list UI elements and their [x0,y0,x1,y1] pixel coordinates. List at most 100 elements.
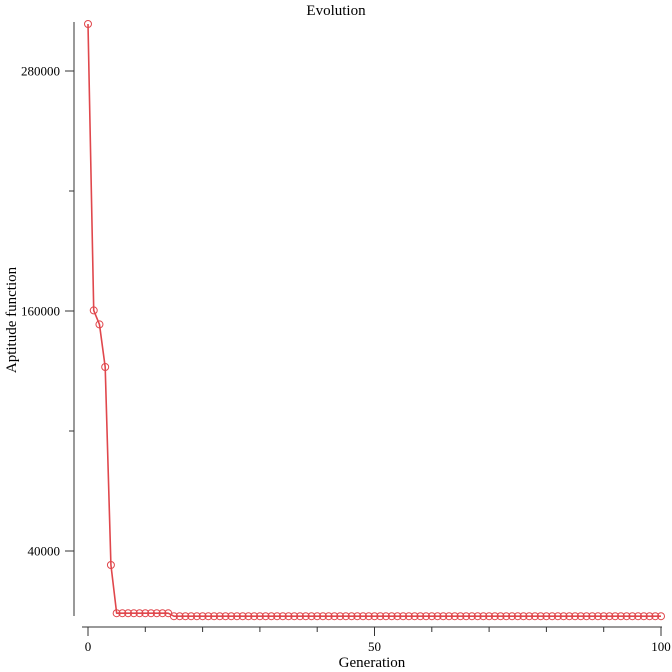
x-tick-label: 100 [651,639,671,654]
data-point [439,612,448,621]
data-point [359,612,368,621]
data-point [244,612,253,621]
data-point [508,612,517,621]
data-point [255,612,264,621]
data-point [433,612,442,621]
data-point [273,612,282,621]
data-point [370,612,379,621]
data-point [232,612,241,621]
data-point [250,612,259,621]
data-point [147,609,156,618]
data-point [588,612,597,621]
data-point [479,612,488,621]
data-point [651,612,660,621]
data-point [467,612,476,621]
data-point [582,612,591,621]
data-point [657,612,665,621]
data-point [404,612,413,621]
data-point [227,612,236,621]
series-line [87,23,661,617]
data-point [628,612,637,621]
data-point [330,612,339,621]
data-series [84,20,665,621]
data-point [450,612,459,621]
data-point [611,612,620,621]
data-point [616,612,625,621]
data-point [141,609,150,618]
data-point [565,612,574,621]
x-tick-label: 0 [85,639,92,654]
data-point [187,612,196,621]
data-point [473,612,482,621]
data-point [181,612,190,621]
data-point [296,612,305,621]
data-point [324,612,333,621]
data-point [536,612,545,621]
data-point [410,612,419,621]
data-point [290,612,299,621]
data-point [169,612,178,621]
data-point [341,612,350,621]
data-point [422,612,431,621]
data-point [307,612,316,621]
data-point [198,612,207,621]
data-point [548,612,557,621]
data-point [204,612,213,621]
data-point [152,609,161,618]
data-point [553,612,562,621]
data-point [605,612,614,621]
data-point [399,612,408,621]
data-point [490,612,499,621]
data-point [571,612,580,621]
data-point [106,561,115,569]
data-point [502,612,511,621]
data-point [301,612,310,621]
data-point [158,609,167,618]
data-point [175,612,184,621]
data-point [387,612,396,621]
data-point [444,612,453,621]
x-axis-label: Generation [339,655,406,671]
data-point [576,612,585,621]
data-point [129,609,138,618]
data-point [462,612,471,621]
data-point [84,20,92,28]
data-point [599,612,608,621]
data-point [192,612,201,621]
y-tick-label: 40000 [28,544,61,559]
data-point [318,612,327,621]
data-point [238,612,247,621]
data-point [639,612,648,621]
data-point [313,612,322,621]
data-point [95,320,104,329]
data-point [416,612,425,621]
data-point [118,609,127,618]
data-point [353,612,362,621]
data-point [89,306,98,315]
data-point [124,609,133,618]
data-point [496,612,505,621]
data-point [519,612,528,621]
data-point [485,612,494,621]
data-point [215,612,224,621]
data-point [525,612,534,621]
data-point [634,612,643,621]
data-point [456,612,465,621]
data-point [278,612,287,621]
data-point [210,612,219,621]
y-axis-label: Aptitude function [4,266,20,373]
data-point [101,363,110,371]
y-tick-label: 280000 [21,64,60,79]
data-point [221,612,230,621]
data-point [559,612,568,621]
data-point [593,612,602,621]
data-point [336,612,345,621]
data-point [393,612,402,621]
data-point [267,612,276,621]
data-point [364,612,373,621]
data-point [542,612,551,621]
data-point [645,612,654,621]
data-point [622,612,631,621]
chart-title: Evolution [306,3,366,19]
